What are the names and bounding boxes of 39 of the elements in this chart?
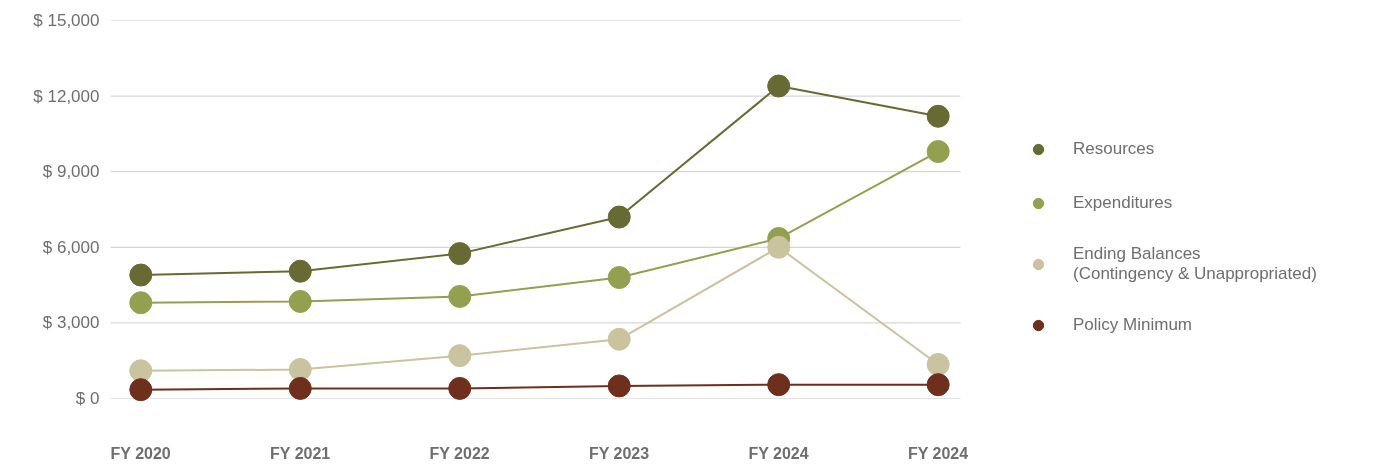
point [129,378,153,402]
y-tick-label: $ 15,000 [33,11,100,30]
point [607,374,631,398]
point [926,353,950,376]
point [448,344,472,368]
point [129,291,153,315]
point [926,104,950,128]
point [448,242,472,266]
point [448,284,472,308]
point [767,235,791,259]
legend-label: Ending Balances (Contingency & Unappropriated) [1073,244,1317,284]
x-tick-label: FY 2021 [270,444,331,462]
point [607,327,631,351]
y-tick-label: $ 0 [75,389,100,408]
point [767,373,791,397]
y-tick-label: $ 3,000 [42,313,100,333]
x-tick-label: FY 2024 [748,444,809,462]
x-tick-label: FY 2022 [429,444,490,462]
point [288,358,312,381]
y-tick-label: $ 12,000 [33,86,100,106]
point [129,359,153,383]
x-tick-label: FY 2020 [110,444,171,462]
point [288,259,312,283]
legend-label: Resources [1073,139,1155,159]
x-tick-label: FY 2023 [588,444,650,462]
point [607,205,631,229]
point [288,376,312,400]
y-tick-label: $ 9,000 [42,162,100,182]
point [926,373,950,397]
point [926,140,950,164]
x-tick-label: FY 2024 [907,444,969,462]
point [607,266,631,290]
y-tick-label: $ 6,000 [42,237,100,257]
point [448,376,472,400]
point [129,263,153,287]
legend-label: Expenditures [1073,193,1173,213]
legend-label: Policy Minimum [1073,315,1193,335]
point [288,290,312,313]
point [767,74,791,98]
